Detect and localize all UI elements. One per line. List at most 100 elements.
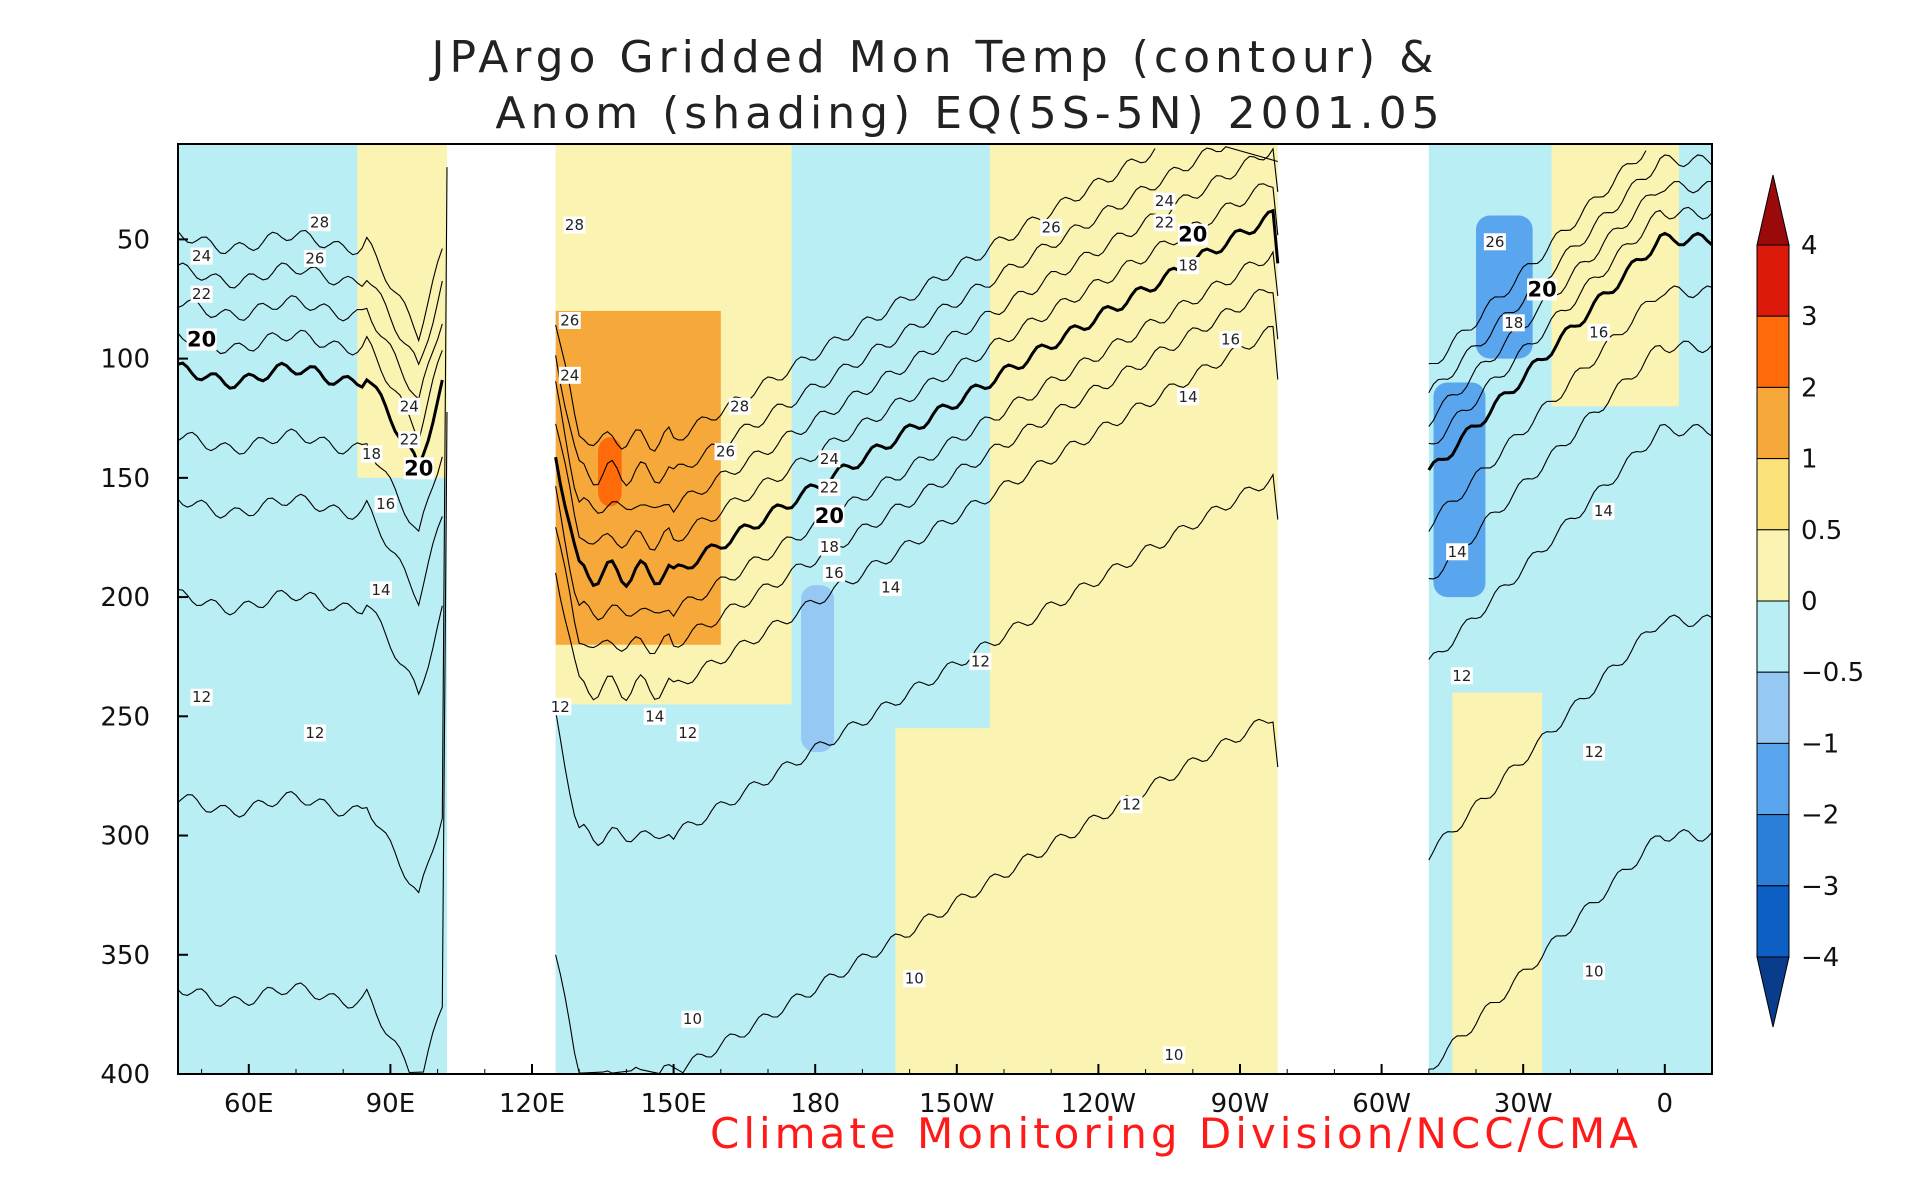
colorbar-box bbox=[1756, 671, 1790, 744]
contour-line-10 bbox=[555, 718, 1279, 1075]
contour-label-bg bbox=[1177, 257, 1200, 275]
y-tick-label: 200 bbox=[100, 583, 150, 613]
colorbar-box bbox=[1756, 600, 1790, 673]
contour-label-bg bbox=[190, 247, 213, 265]
y-tick-label: 400 bbox=[100, 1060, 150, 1090]
colorbar-box bbox=[1756, 742, 1790, 816]
contour-label: 12 bbox=[1452, 667, 1471, 685]
y-tick-label: 250 bbox=[100, 702, 150, 732]
contour-label: 20 bbox=[815, 504, 844, 528]
contour-label-bg bbox=[728, 397, 751, 415]
y-tick-label: 350 bbox=[100, 941, 150, 971]
contour-line-20 bbox=[1427, 231, 1713, 471]
contour-label: 26 bbox=[305, 249, 324, 267]
x-tick-label: 60E bbox=[224, 1089, 274, 1119]
credit-text: Climate Monitoring Division/NCC/CMA bbox=[710, 1109, 1642, 1158]
contour-label: 26 bbox=[716, 443, 735, 461]
colorbar-box bbox=[1756, 885, 1790, 958]
contour-label: 10 bbox=[1164, 1046, 1183, 1064]
contour-label-bg bbox=[558, 366, 581, 384]
contour-label: 20 bbox=[404, 456, 433, 480]
contour-label: 28 bbox=[730, 397, 749, 415]
anomaly-region bbox=[598, 437, 622, 507]
contour-label-bg bbox=[374, 495, 397, 513]
contour-label: 28 bbox=[310, 214, 329, 232]
colorbar-label: −4 bbox=[1801, 943, 1839, 973]
y-tick-label: 150 bbox=[100, 464, 150, 494]
contour-label: 12 bbox=[678, 724, 697, 742]
y-axis: 50 100 150 200 250 300 350 400 bbox=[100, 225, 188, 1090]
contour-label: 24 bbox=[192, 247, 211, 265]
contour-label: 16 bbox=[825, 564, 844, 582]
contour-line-26 bbox=[1428, 154, 1713, 394]
contour-label-bg bbox=[1527, 278, 1558, 301]
contour-label-bg bbox=[1120, 796, 1143, 814]
colorbar-label: −2 bbox=[1801, 801, 1839, 831]
contour-line-20 bbox=[177, 361, 444, 471]
contour-label: 14 bbox=[1594, 502, 1613, 520]
contour-label-bg bbox=[398, 431, 421, 449]
x-tick-label: 0 bbox=[1657, 1089, 1674, 1119]
contour-label-bg bbox=[1177, 223, 1208, 246]
colorbar-box bbox=[1756, 458, 1790, 531]
x-tick-label: 120E bbox=[499, 1089, 565, 1119]
contour-label: 18 bbox=[362, 445, 381, 463]
colorbar-label: −0.5 bbox=[1801, 658, 1864, 688]
contour-label-bg bbox=[1483, 233, 1506, 251]
x-tick-label: 150W bbox=[919, 1089, 994, 1119]
contour-line-18 bbox=[555, 250, 1279, 621]
contour-label-bg bbox=[1040, 218, 1063, 236]
x-tick-label: 150E bbox=[641, 1089, 707, 1119]
contour-label-bg bbox=[1153, 192, 1176, 210]
contour-line-24 bbox=[1428, 180, 1713, 427]
contour-label-bg bbox=[549, 698, 572, 716]
contour-line-18 bbox=[177, 428, 443, 533]
contour-label-bg bbox=[643, 707, 666, 725]
contour-label: 22 bbox=[192, 285, 211, 303]
contour-line-14 bbox=[1428, 423, 1713, 660]
contour-label: 24 bbox=[560, 366, 579, 384]
contour-label: 16 bbox=[1221, 331, 1240, 349]
contour-label: 18 bbox=[820, 538, 839, 556]
contour-label-bg bbox=[308, 214, 331, 232]
contour-label-bg bbox=[398, 397, 421, 415]
contour-label-bg bbox=[1446, 543, 1469, 561]
contour-label-bg bbox=[1177, 388, 1200, 406]
contour-label-bg bbox=[563, 216, 586, 234]
contour-line-16 bbox=[555, 288, 1279, 655]
colorbar-box bbox=[1756, 529, 1790, 602]
contour-line-24 bbox=[177, 295, 443, 401]
contour-label-bg bbox=[369, 581, 392, 599]
anomaly-region bbox=[1551, 144, 1679, 407]
colorbar-label: 2 bbox=[1801, 373, 1818, 403]
colorbar-label: −3 bbox=[1801, 872, 1839, 902]
contour-label-bg bbox=[823, 564, 846, 582]
contour-label: 24 bbox=[400, 397, 419, 415]
contour-label: 14 bbox=[645, 707, 664, 725]
contour-label-bg bbox=[818, 478, 841, 496]
contour-label: 18 bbox=[1179, 257, 1198, 275]
contour-line-14 bbox=[177, 589, 443, 696]
contour-label-bg bbox=[403, 457, 434, 480]
anomaly-region bbox=[555, 310, 721, 645]
contour-label-bg bbox=[303, 249, 326, 267]
contour-line-16 bbox=[1428, 340, 1713, 580]
contour-label: 12 bbox=[305, 724, 324, 742]
colorbar-label: −1 bbox=[1801, 729, 1839, 759]
colorbar-box bbox=[1756, 315, 1790, 388]
contour-label-bg bbox=[814, 505, 845, 527]
contour-label-bg bbox=[1502, 314, 1525, 332]
contour-label-bg bbox=[681, 1010, 704, 1028]
contour-label: 12 bbox=[1584, 743, 1603, 761]
anomaly-region bbox=[1452, 692, 1543, 1074]
colorbar: −4 −3 −2 −1 −0.5 0 0.5 1 2 3 4 bbox=[1756, 174, 1864, 1028]
contour-label: 26 bbox=[560, 311, 579, 329]
chart-title-line-1: JPArgo Gridded Mon Temp (contour) & bbox=[429, 32, 1439, 83]
contour-label-bg bbox=[303, 724, 326, 742]
contour-label: 12 bbox=[1122, 796, 1141, 814]
missing-data-band bbox=[1277, 144, 1429, 1074]
contour-label-bg bbox=[360, 445, 383, 463]
